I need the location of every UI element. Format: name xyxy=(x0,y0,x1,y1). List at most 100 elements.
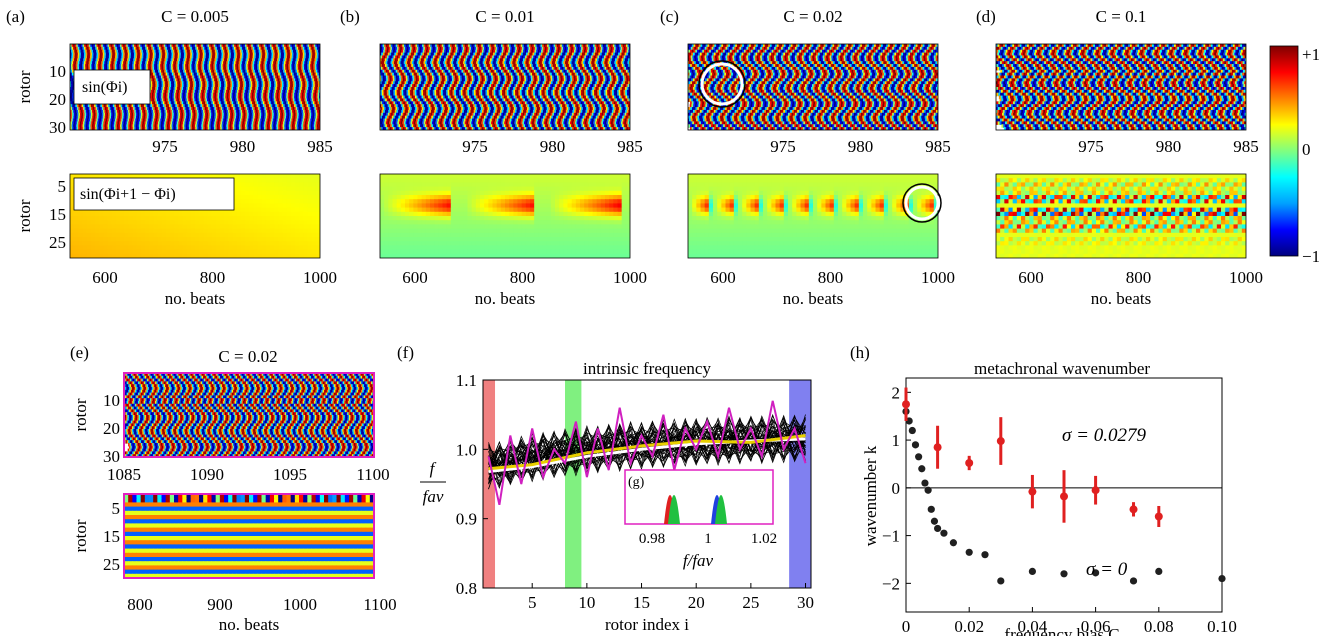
heatmap-cell xyxy=(210,61,213,65)
heatmap-cell xyxy=(92,58,95,62)
heatmap-cell xyxy=(221,55,224,59)
heatmap-cell xyxy=(197,49,200,54)
heatmap-cell xyxy=(248,46,251,51)
heatmap-cell xyxy=(112,58,116,62)
heatmap-cell xyxy=(75,112,78,117)
heatmap-cell xyxy=(306,69,309,74)
heatmap-cell xyxy=(303,95,306,100)
heatmap-cell xyxy=(196,55,199,59)
heatmap-cell xyxy=(291,118,294,122)
heatmap-cell xyxy=(249,109,252,114)
heatmap-cell xyxy=(91,49,94,54)
heatmap-cell xyxy=(257,78,260,82)
heatmap-cell xyxy=(305,89,308,94)
heatmap-cell xyxy=(323,44,325,47)
heatmap-cell xyxy=(97,107,100,111)
heatmap-cell xyxy=(333,70,335,73)
heatmap-cell xyxy=(148,52,151,57)
heatmap-cell xyxy=(150,107,153,111)
heatmap-cell xyxy=(101,112,105,117)
heatmap-cell xyxy=(161,95,164,100)
heatmap-cell xyxy=(263,55,266,59)
heatmap-cell xyxy=(109,121,112,125)
heatmap-cell xyxy=(179,66,182,71)
heatmap-cell xyxy=(178,81,181,85)
heatmap-cell xyxy=(289,84,292,88)
heatmap-cell xyxy=(311,112,314,117)
heatmap-cell xyxy=(249,98,252,102)
heatmap-cell xyxy=(269,98,272,102)
heatmap-cell xyxy=(254,107,258,111)
heatmap-cell xyxy=(163,66,166,71)
heatmap-cell xyxy=(329,44,331,47)
heatmap-cell xyxy=(233,98,236,102)
heatmap-cell xyxy=(152,109,156,114)
heatmap-cell xyxy=(229,69,233,74)
heatmap-cell xyxy=(329,61,331,64)
heatmap-cell xyxy=(103,64,107,68)
heatmap-cell xyxy=(263,61,266,65)
heatmap-cell xyxy=(233,49,236,54)
heatmap-cell xyxy=(131,58,134,62)
heatmap-cell xyxy=(297,89,301,94)
heatmap-cell xyxy=(325,73,327,76)
heatmap-cell xyxy=(329,53,331,56)
heatmap-cell xyxy=(73,104,76,108)
heatmap-cell xyxy=(219,46,223,51)
heatmap-cell xyxy=(110,64,113,68)
heatmap-cell xyxy=(187,75,190,79)
heatmap-cell xyxy=(166,84,169,88)
heatmap-cell xyxy=(324,121,326,124)
heatmap-cell xyxy=(272,89,276,94)
heatmap-cell xyxy=(330,96,332,99)
heatmap-cell xyxy=(338,107,340,110)
heatmap-cell xyxy=(281,112,284,117)
heatmap-cell xyxy=(144,64,147,68)
heatmap-cell xyxy=(311,58,314,62)
heatmap-cell xyxy=(248,78,251,82)
heatmap-cell xyxy=(141,118,144,122)
heatmap-cell xyxy=(306,87,309,91)
heatmap-cell xyxy=(267,101,270,105)
heatmap-cell xyxy=(292,87,295,91)
heatmap-cell xyxy=(295,109,298,114)
heatmap-cell xyxy=(133,49,136,54)
heatmap-cell xyxy=(312,92,316,97)
heatmap-cell xyxy=(87,121,90,125)
heatmap-cell xyxy=(228,101,231,105)
heatmap-cell xyxy=(295,69,298,74)
heatmap-cell xyxy=(270,78,273,82)
heatmap-cell xyxy=(321,98,323,101)
heatmap-cell xyxy=(184,104,187,108)
heatmap-cell xyxy=(234,95,237,100)
heatmap-cell xyxy=(252,64,255,68)
heatmap-cell xyxy=(192,115,195,120)
heatmap-cell xyxy=(270,52,273,57)
heatmap-cell xyxy=(230,84,233,88)
heatmap-cell xyxy=(284,44,287,48)
heatmap-cell xyxy=(70,81,74,85)
heatmap-cell xyxy=(302,109,306,114)
heatmap-cell xyxy=(235,61,238,65)
heatmap-cell xyxy=(84,107,87,111)
heatmap-cell xyxy=(321,101,323,104)
heatmap-cell xyxy=(74,66,77,71)
heatmap-cell xyxy=(317,78,320,82)
heatmap-cell xyxy=(186,92,189,97)
heatmap-cell xyxy=(316,89,319,94)
heatmap-cell xyxy=(322,93,324,96)
heatmap-cell xyxy=(298,92,302,97)
heatmap-cell xyxy=(299,81,302,85)
heatmap-cell xyxy=(165,61,168,65)
heatmap-cell xyxy=(163,49,166,54)
heatmap-cell xyxy=(187,58,191,62)
heatmap-cell xyxy=(329,90,331,93)
heatmap-cell xyxy=(220,58,223,62)
heatmap-cell xyxy=(197,107,200,111)
heatmap-cell xyxy=(132,124,135,128)
heatmap-cell xyxy=(254,112,258,117)
heatmap-cell xyxy=(207,69,211,74)
heatmap-cell xyxy=(201,61,204,65)
heatmap-cell xyxy=(207,72,210,77)
heatmap-cell xyxy=(182,46,185,51)
